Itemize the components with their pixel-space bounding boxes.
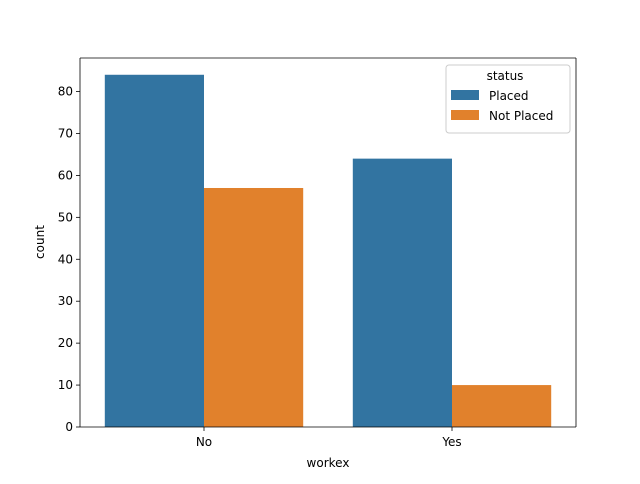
x-tick-label: No xyxy=(196,435,212,449)
y-tick-label: 50 xyxy=(58,210,73,224)
axes-layer: 0 10 20 30 40 50 60 70 80 No Yes xyxy=(58,57,577,449)
y-tick-label: 80 xyxy=(58,85,73,99)
bar-placed-yes xyxy=(352,158,452,427)
y-tick-label: 0 xyxy=(65,420,73,434)
y-tick-label: 30 xyxy=(58,294,73,308)
y-axis-label: count xyxy=(33,225,47,259)
y-tick-label: 70 xyxy=(58,126,73,140)
x-tick-label: Yes xyxy=(441,435,461,449)
bar-not-placed-no xyxy=(204,187,304,427)
legend-label-placed: Placed xyxy=(489,89,529,103)
bar-not-placed-yes xyxy=(452,385,552,427)
legend-swatch-not-placed xyxy=(451,110,479,120)
legend-swatch-placed xyxy=(451,90,479,100)
legend: status Placed Not Placed xyxy=(445,64,571,134)
y-tick-label: 10 xyxy=(58,378,73,392)
legend-label-not-placed: Not Placed xyxy=(489,109,553,123)
bar-placed-no xyxy=(104,74,204,428)
legend-title: status xyxy=(487,69,524,83)
y-tick-label: 60 xyxy=(58,168,73,182)
y-tick-label: 20 xyxy=(58,336,73,350)
x-axis-label: workex xyxy=(307,456,350,470)
bars-layer xyxy=(104,74,552,428)
y-tick-label: 40 xyxy=(58,252,73,266)
